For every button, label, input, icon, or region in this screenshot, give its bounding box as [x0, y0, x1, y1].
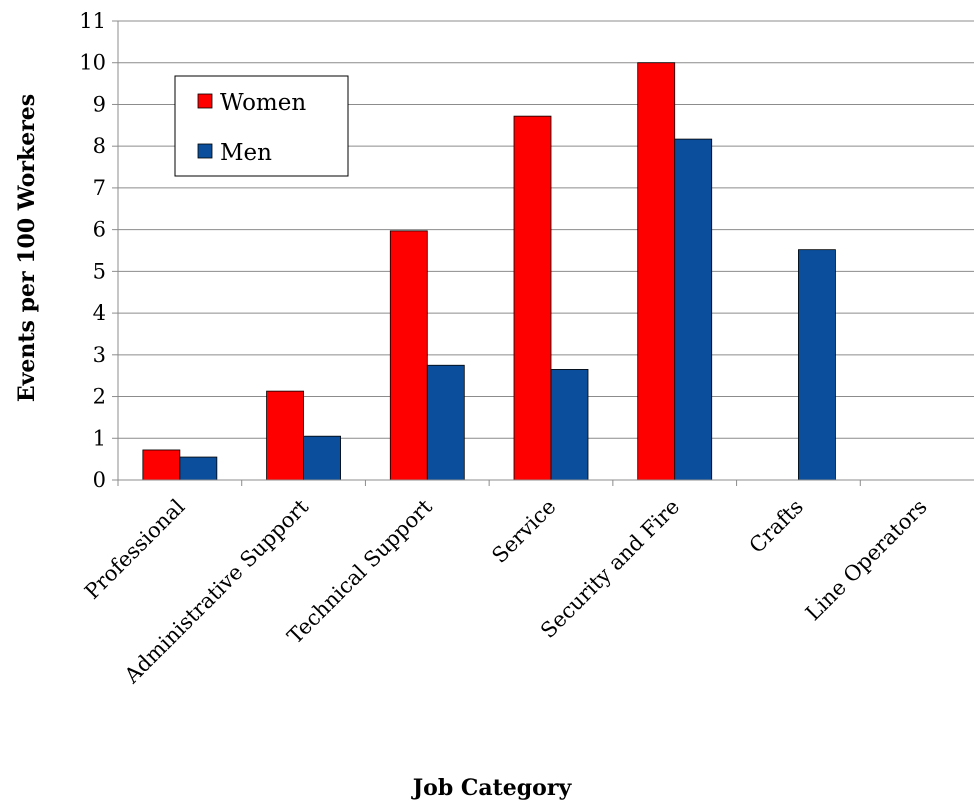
legend-swatch-women	[197, 93, 213, 109]
y-tick-label: 4	[93, 301, 106, 325]
bar-women	[389, 230, 428, 481]
x-axis-title: Job Category	[411, 775, 573, 801]
bar-men	[303, 435, 341, 481]
x-tick-label: Crafts	[745, 495, 808, 558]
y-tick-label: 0	[93, 468, 106, 492]
bar-women	[513, 115, 552, 481]
axes	[117, 21, 974, 486]
y-tick-label: 11	[79, 9, 106, 33]
legend-box	[174, 75, 349, 177]
y-tick-label: 6	[93, 218, 106, 242]
y-tick-label: 7	[93, 176, 106, 200]
legend-label-men: Men	[220, 140, 272, 166]
bar-men	[550, 369, 589, 481]
y-tick-label: 3	[93, 343, 106, 367]
bar-women	[637, 62, 676, 481]
y-tick-labels: 0 1 2 3 4 5 6 7 8 9 10 11	[79, 9, 118, 492]
bar-men	[179, 456, 218, 481]
bar-men	[798, 249, 836, 481]
bar-men	[426, 364, 465, 481]
bar-women	[142, 449, 181, 481]
y-axis-title: Events per 100 Workeres	[14, 94, 40, 402]
x-tick-label: Professional	[80, 494, 190, 604]
x-tick-label: Line Operators	[801, 495, 932, 626]
y-tick-label: 1	[93, 426, 106, 450]
x-tick-label: Service	[487, 495, 560, 568]
bar-women	[266, 390, 304, 481]
y-tick-label: 2	[93, 385, 106, 409]
legend-swatch-men	[197, 143, 213, 159]
y-tick-label: 9	[93, 92, 106, 116]
bar-men	[674, 138, 713, 481]
legend-label-women: Women	[220, 90, 306, 116]
y-tick-label: 5	[93, 259, 106, 283]
bars	[142, 62, 836, 481]
x-tick-label: Security and Fire	[536, 495, 684, 643]
y-tick-label: 10	[79, 51, 106, 75]
y-tick-label: 8	[93, 134, 106, 158]
legend: Women Men	[174, 75, 349, 177]
